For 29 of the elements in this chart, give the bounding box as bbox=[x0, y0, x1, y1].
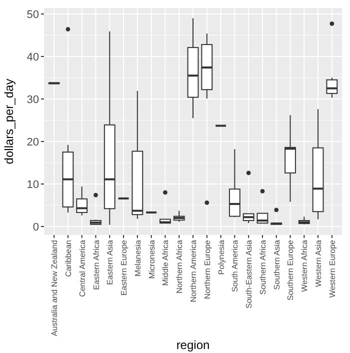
y-axis-title: dollars_per_day bbox=[2, 78, 16, 164]
x-tick-label: Caribbean bbox=[64, 240, 73, 277]
x-tick-label: Eastern Asia bbox=[106, 239, 115, 285]
x-tick-label: Northern America bbox=[189, 239, 198, 302]
x-tick-label: Western Europe bbox=[328, 239, 337, 298]
x-tick-label: South-Eastern Asia bbox=[244, 239, 254, 308]
x-tick-label: Middle Africa bbox=[161, 239, 170, 286]
x-tick-label: Polynesia bbox=[216, 239, 226, 275]
x-tick-label: Eastern Africa bbox=[92, 239, 101, 290]
x-tick-label: Micronesia bbox=[147, 239, 156, 279]
x-axis-title: region bbox=[176, 338, 210, 352]
x-tick-label: Southern Europe bbox=[286, 239, 296, 300]
y-tick-label: 10 bbox=[26, 178, 39, 191]
y-tick-label: 20 bbox=[26, 136, 39, 148]
y-tick-label: 0 bbox=[32, 221, 39, 234]
x-tick-label: Australia and New Zealand bbox=[50, 240, 60, 336]
x-tick-label: Eastern Europe bbox=[120, 239, 129, 296]
x-tick-label: Central America bbox=[78, 239, 87, 297]
x-tick-label: Northern Africa bbox=[175, 239, 184, 294]
x-tick-label: Southern Africa bbox=[258, 239, 268, 295]
x-tick-label: Northern Europe bbox=[202, 239, 212, 300]
x-tick-label: Western Asia bbox=[314, 239, 324, 287]
x-tick-label: Melanesia bbox=[133, 239, 142, 276]
y-tick-label: 30 bbox=[26, 94, 39, 106]
y-tick-label: 50 bbox=[26, 8, 39, 21]
y-tick-label: 40 bbox=[26, 51, 39, 64]
x-tick-label: South America bbox=[230, 239, 240, 292]
x-tick-label: Southern Asia bbox=[272, 239, 282, 290]
x-tick-label: Western Africa bbox=[300, 239, 310, 292]
